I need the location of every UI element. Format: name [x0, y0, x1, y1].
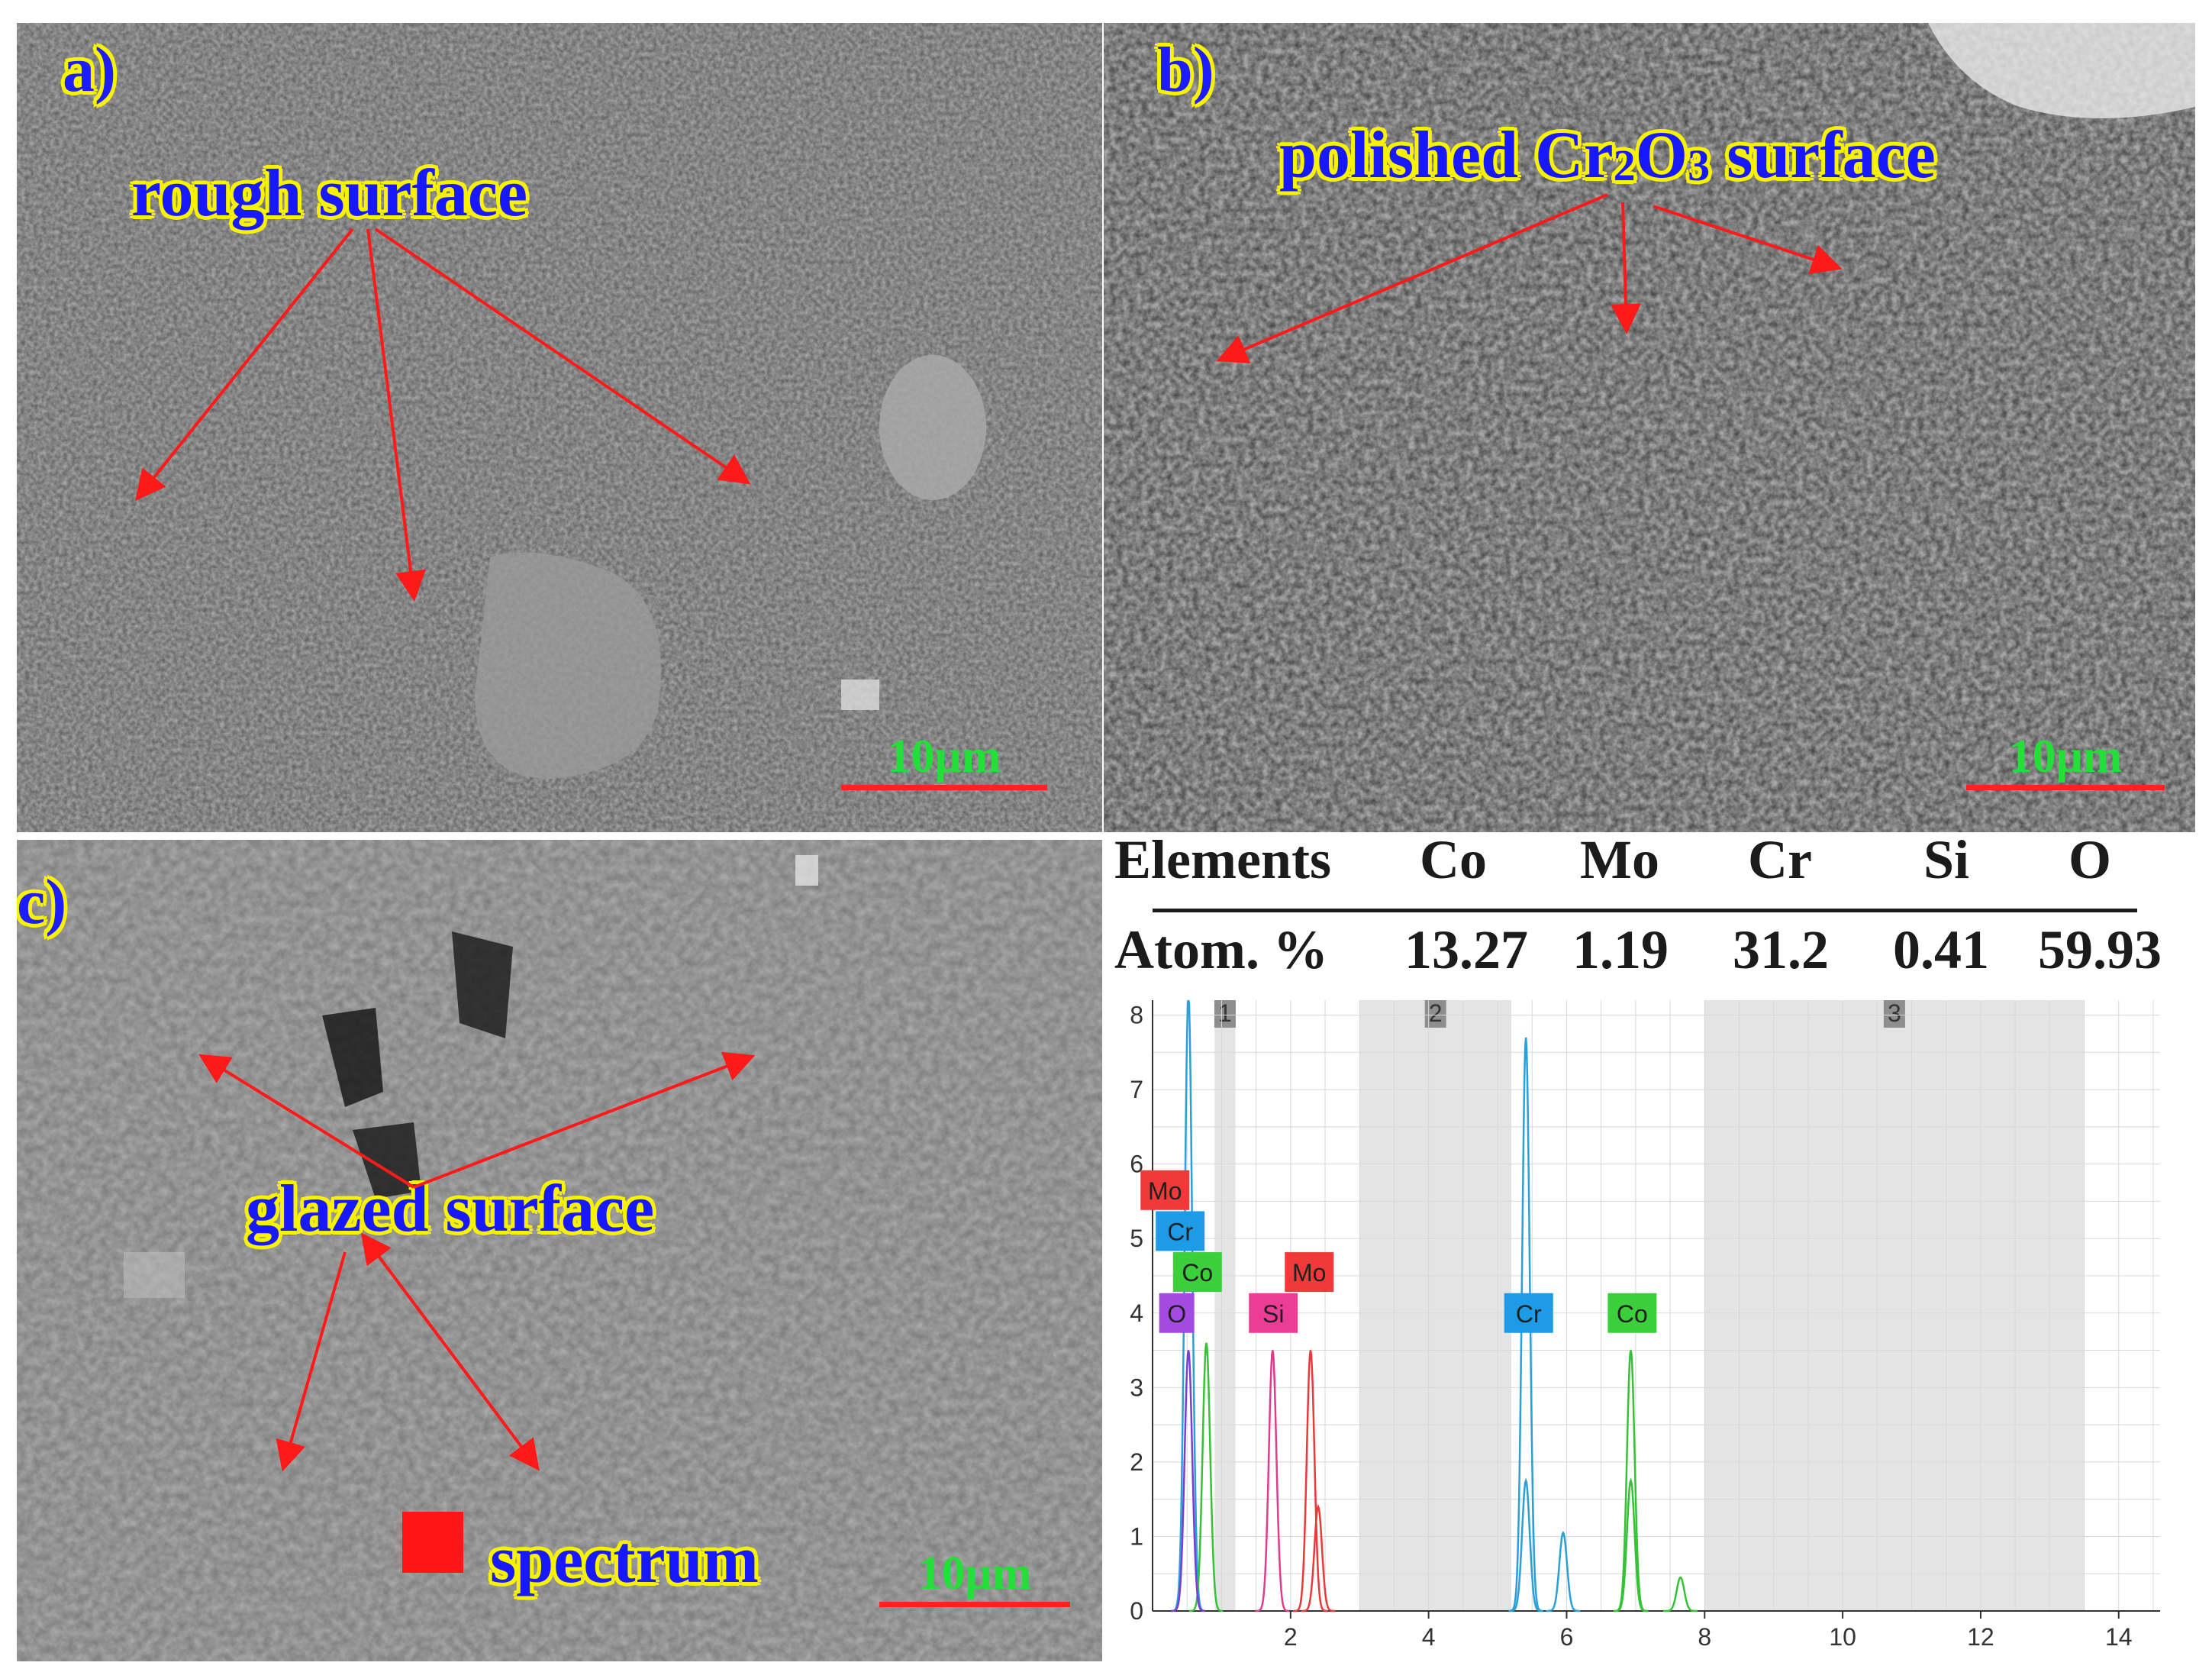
sem-texture-c — [17, 840, 1102, 1661]
table-element-o: O — [2069, 829, 2112, 890]
peak-o — [1171, 1350, 1205, 1613]
table-value-o: 59.93 — [2038, 919, 2162, 980]
y-tick-label: 0 — [1130, 1597, 1143, 1625]
region-label-1: 1 — [1218, 999, 1232, 1027]
scale-label-c: 10μm — [917, 1548, 1032, 1600]
region-label-3: 3 — [1888, 999, 1901, 1027]
annotation-b-mid: O — [1635, 118, 1688, 192]
annotation-glazed-surface: glazed surface — [246, 1172, 655, 1246]
peak-mo — [1301, 1503, 1336, 1613]
table-element-cr: Cr — [1748, 829, 1812, 890]
annotation-rough-surface: rough surface — [131, 157, 528, 231]
peak-tag-o — [1159, 1293, 1195, 1333]
table-element-co: Co — [1420, 829, 1487, 890]
x-tick-label: 2 — [1284, 1623, 1298, 1651]
x-tick-label: 10 — [1829, 1623, 1856, 1651]
region-2 — [1359, 1000, 1512, 1611]
scale-line-a — [841, 785, 1047, 790]
annotation-spectrum: spectrum — [490, 1523, 759, 1597]
annotation-b-sub1: 2 — [1613, 140, 1636, 190]
y-tick-label: 8 — [1130, 1002, 1143, 1029]
peak-tag-label-mo: Mo — [1292, 1259, 1326, 1286]
x-tick-label: 4 — [1422, 1623, 1436, 1651]
region-label-2: 2 — [1429, 999, 1443, 1027]
table-header-elements: Elements — [1114, 829, 1331, 890]
annotation-b-sub2: 3 — [1688, 140, 1711, 190]
peak-tag-label-co: Co — [1617, 1300, 1648, 1328]
table-header-atom-percent: Atom. % — [1114, 919, 1328, 980]
y-tick-label: 4 — [1130, 1299, 1143, 1327]
spectrum-marker — [402, 1512, 463, 1573]
scale-line-b — [1966, 785, 2165, 790]
scale-label-a: 10μm — [887, 731, 1001, 783]
peak-tag-label-si: Si — [1262, 1300, 1284, 1328]
table-value-mo: 1.19 — [1572, 919, 1669, 980]
x-tick-label: 12 — [1967, 1623, 1994, 1651]
sem-image-a: a) rough surface 10μm — [17, 23, 1102, 832]
peak-cr — [1171, 999, 1205, 1613]
table-rule — [1153, 909, 2137, 912]
peak-cr — [1546, 1531, 1581, 1613]
x-tick-label: 14 — [2105, 1623, 2133, 1651]
peak-co-actual — [1613, 1477, 1649, 1613]
y-tick-label: 7 — [1130, 1076, 1143, 1103]
scale-bar-b: 10μm — [1966, 733, 2165, 790]
peak-tag-mo — [1140, 1170, 1190, 1210]
x-tick-label: 6 — [1560, 1623, 1574, 1651]
scale-bar-c: 10μm — [879, 1550, 1070, 1607]
annotation-b-end: surface — [1710, 118, 1936, 192]
annotation-b-main: polished Cr — [1279, 118, 1614, 192]
peak-tag-si — [1249, 1293, 1298, 1333]
table-value-si: 0.41 — [1893, 919, 1989, 980]
peak-tag-label-o: O — [1167, 1300, 1186, 1328]
peak-co — [1663, 1576, 1698, 1613]
sem-texture-a — [17, 23, 1102, 832]
panel-label-b: b) — [1157, 34, 1214, 105]
peak-tag-label-mo: Mo — [1148, 1177, 1182, 1205]
region-tag-1 — [1214, 1000, 1236, 1028]
peak-tag-cr — [1156, 1211, 1205, 1251]
sem-image-c: c) glazed surface spectrum 10μm — [17, 840, 1102, 1661]
table-value-cr: 31.2 — [1733, 919, 1829, 980]
sem-image-b: b) polished Cr2O3 surface 10μm — [1104, 23, 2195, 832]
table-element-si: Si — [1923, 829, 1970, 890]
peak-tag-mo — [1285, 1252, 1334, 1293]
y-tick-label: 5 — [1130, 1225, 1143, 1252]
table-value-co: 13.27 — [1404, 919, 1528, 980]
table-element-mo: Mo — [1580, 829, 1659, 890]
peak-tag-co — [1172, 1252, 1222, 1293]
y-tick-label: 3 — [1130, 1374, 1143, 1401]
peak-co — [1188, 1342, 1224, 1613]
panel-label-c: c) — [17, 867, 67, 938]
y-tick-label: 1 — [1130, 1522, 1143, 1550]
region-3 — [1704, 1000, 2085, 1611]
y-tick-label: 2 — [1130, 1448, 1143, 1476]
region-tag-3 — [1883, 1000, 1905, 1028]
region-1 — [1214, 1000, 1236, 1611]
peak-cr — [1508, 1037, 1543, 1613]
panel-label-a: a) — [63, 34, 116, 105]
peak-cr-actual — [1508, 1477, 1543, 1613]
peak-mo — [1293, 1350, 1328, 1613]
peak-tag-label-cr: Cr — [1167, 1218, 1193, 1245]
peak-tag-cr — [1504, 1293, 1553, 1333]
scale-label-b: 10μm — [2008, 731, 2123, 783]
y-tick-label: 6 — [1130, 1151, 1143, 1178]
composition-table: Elements Co Mo Cr Si O Atom. % 13.27 1.1… — [1099, 832, 2183, 985]
x-tick-label: 8 — [1698, 1623, 1711, 1651]
peak-tag-label-cr: Cr — [1516, 1300, 1542, 1328]
annotation-polished-surface: polished Cr2O3 surface — [1279, 122, 1936, 189]
peak-si — [1255, 1350, 1290, 1613]
peak-tag-label-co: Co — [1182, 1259, 1213, 1286]
peak-tag-co — [1607, 1293, 1657, 1333]
scale-bar-a: 10μm — [841, 733, 1047, 790]
scale-line-c — [879, 1602, 1070, 1607]
sem-texture-b — [1104, 23, 2195, 832]
